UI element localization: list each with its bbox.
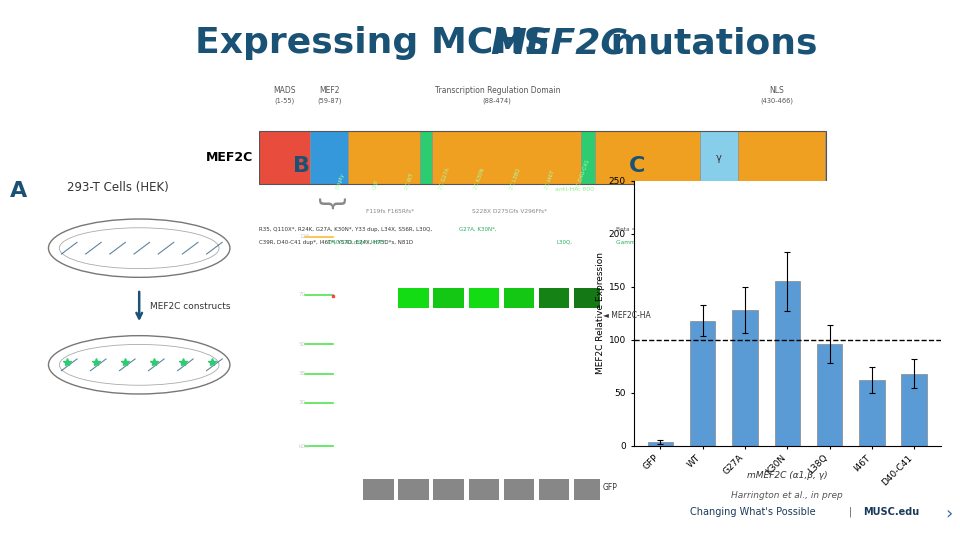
Text: C39R, D40-C41 dup*, I46T*, Y57D, E74X, H75D*s, N81D: C39R, D40-C41 dup*, I46T*, Y57D, E74X, H… [259,240,414,245]
Text: kDa: kDa [299,444,310,449]
Y-axis label: MEF2C Relative Expression: MEF2C Relative Expression [595,252,605,374]
Text: G27A, K30N*,: G27A, K30N*, [459,227,496,232]
Text: MEF2: MEF2 [319,86,340,96]
Bar [539,478,569,500]
Text: 125: 125 [299,234,309,239]
Text: Changing What's Possible: Changing What's Possible [690,507,815,517]
Text: 38: 38 [299,371,306,376]
Text: anti-HA: 800: anti-HA: 800 [555,187,594,192]
Text: |: | [849,507,852,517]
Text: Harrington et al., in prep: Harrington et al., in prep [732,491,843,501]
Text: GFP: GFP [372,179,380,190]
Text: F119fs F165Rfs*: F119fs F165Rfs* [366,210,415,214]
Text: 2C I46T: 2C I46T [544,169,556,190]
Bar [648,442,673,446]
Bar [468,478,499,500]
Text: GFP: GFP [603,483,617,492]
Bar [859,380,884,446]
Bar [363,478,394,500]
Text: 2C L38Q: 2C L38Q [508,167,520,190]
Text: (430-466): (430-466) [760,97,794,104]
Bar [700,131,738,184]
Text: MEF2C: MEF2C [206,151,253,164]
Text: ◄ MEF2C-HA: ◄ MEF2C-HA [603,312,651,320]
Text: S228X D275Gfs V296Ffs*: S228X D275Gfs V296Ffs* [471,210,547,214]
Text: D40-C41 dup*, I46T*,: D40-C41 dup*, I46T*, [327,240,387,245]
Text: MEF2C: MEF2C [490,26,627,60]
Text: L30Q,: L30Q, [557,240,573,245]
Bar [775,281,800,446]
Text: R35, Q110X*, R24K, G27A, K30N*, Y33 dup, L34X, S56R, L30Q,: R35, Q110X*, R24K, G27A, K30N*, Y33 dup,… [259,227,432,232]
Text: 293-T Cells (HEK): 293-T Cells (HEK) [66,181,168,194]
Bar [504,287,535,308]
Text: A: A [10,181,27,201]
Text: γ: γ [716,153,722,163]
Text: 2C WT: 2C WT [405,172,416,190]
Text: }: } [314,197,342,214]
Text: MUSC.edu: MUSC.edu [863,507,919,517]
Bar [398,478,429,500]
Bar [420,131,432,184]
Bar [574,478,605,500]
Bar [434,287,465,308]
Bar [310,131,348,184]
Bar [348,131,420,184]
Text: mMEF2C (α1,β, γ): mMEF2C (α1,β, γ) [747,471,828,480]
Bar [595,131,700,184]
Bar [259,131,826,184]
Bar [434,478,465,500]
Text: 70: 70 [299,292,306,298]
Text: (59-87): (59-87) [317,97,342,104]
Text: Empty: Empty [334,172,345,190]
Bar [539,287,569,308]
Bar [738,131,825,184]
Text: mutations: mutations [598,26,818,60]
Text: Expressing MCHS: Expressing MCHS [195,26,563,60]
Text: MEF2C constructs: MEF2C constructs [150,302,230,311]
Text: Beta = 271-270: Beta = 271-270 [616,227,663,232]
Bar [574,287,605,308]
Text: 2C G27A: 2C G27A [438,166,450,190]
Text: MADS: MADS [273,86,296,96]
Bar [825,131,826,184]
Bar [468,287,499,308]
Bar [690,321,715,446]
Text: MUSC
Medical University
of South Carolina: MUSC Medical University of South Carolin… [557,504,606,522]
Bar [504,478,535,500]
Text: B: B [293,156,310,176]
Text: Transcription Regulation Domain: Transcription Regulation Domain [435,86,560,96]
Text: (1-55): (1-55) [274,97,295,104]
Text: 30: 30 [299,400,306,405]
Text: Gamma = 360-309: Gamma = 360-309 [616,240,673,245]
Bar [581,131,595,184]
Bar [432,131,581,184]
Text: 2C D40-C41: 2C D40-C41 [575,158,590,190]
Bar [901,374,926,445]
Text: NLS: NLS [770,86,784,96]
Text: C: C [629,156,645,176]
Text: (88-474): (88-474) [483,97,512,104]
Text: 2C K30N: 2C K30N [473,167,486,190]
Bar [732,310,757,446]
Bar [398,287,429,308]
Text: 50: 50 [299,342,306,347]
Bar [259,131,310,184]
Text: ›: › [945,505,952,523]
Bar [817,344,842,446]
